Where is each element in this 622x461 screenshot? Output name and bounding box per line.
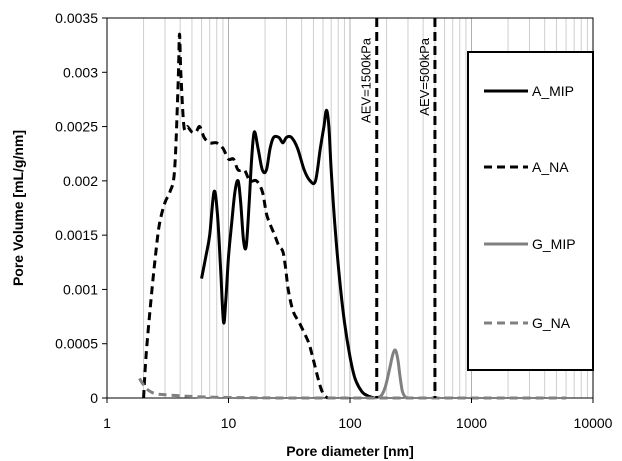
- annotations: AEV=1500kPa AEV=500kPa: [359, 18, 437, 398]
- series-line-g-na: [138, 377, 567, 400]
- legend: A_MIP A_NA G_MIP G_NA: [467, 51, 594, 371]
- legend-label-a-na: A_NA: [532, 159, 569, 175]
- x-tick-label: 1000: [456, 415, 487, 431]
- x-tick-label: 10000: [574, 415, 613, 431]
- y-axis-title: Pore Volume [mL/g/nm]: [10, 130, 26, 286]
- aev-label: AEV=1500kPa: [359, 37, 374, 123]
- series-line-a-mip: [200, 108, 376, 400]
- series-line-a-na: [142, 32, 329, 400]
- legend-label-g-na: G_NA: [532, 315, 571, 331]
- y-tick-label: 0.0025: [55, 119, 98, 135]
- series-line-g-mip: [374, 348, 409, 400]
- y-tick-label: 0.0015: [55, 227, 98, 243]
- x-axis-ticks: 1 10 100 1000 10000: [103, 398, 613, 431]
- aev-label: AEV=500kPa: [417, 37, 432, 115]
- series-layer: [138, 32, 567, 400]
- y-tick-label: 0.0005: [55, 336, 98, 352]
- legend-label-a-mip: A_MIP: [532, 83, 574, 99]
- x-tick-label: 100: [338, 415, 362, 431]
- y-tick-label: 0.001: [63, 281, 98, 297]
- x-tick-label: 1: [103, 415, 111, 431]
- legend-label-g-mip: G_MIP: [532, 236, 576, 252]
- y-tick-label: 0.003: [63, 64, 98, 80]
- x-tick-label: 10: [221, 415, 237, 431]
- y-tick-label: 0.0035: [55, 10, 98, 26]
- x-axis-title: Pore diameter [nm]: [286, 443, 414, 459]
- y-tick-label: 0.002: [63, 173, 98, 189]
- y-axis-ticks: 0 0.0005 0.001 0.0015 0.002 0.0025 0.003 0.0035: [55, 10, 107, 406]
- legend-box: [467, 51, 594, 371]
- y-tick-label: 0: [90, 390, 98, 406]
